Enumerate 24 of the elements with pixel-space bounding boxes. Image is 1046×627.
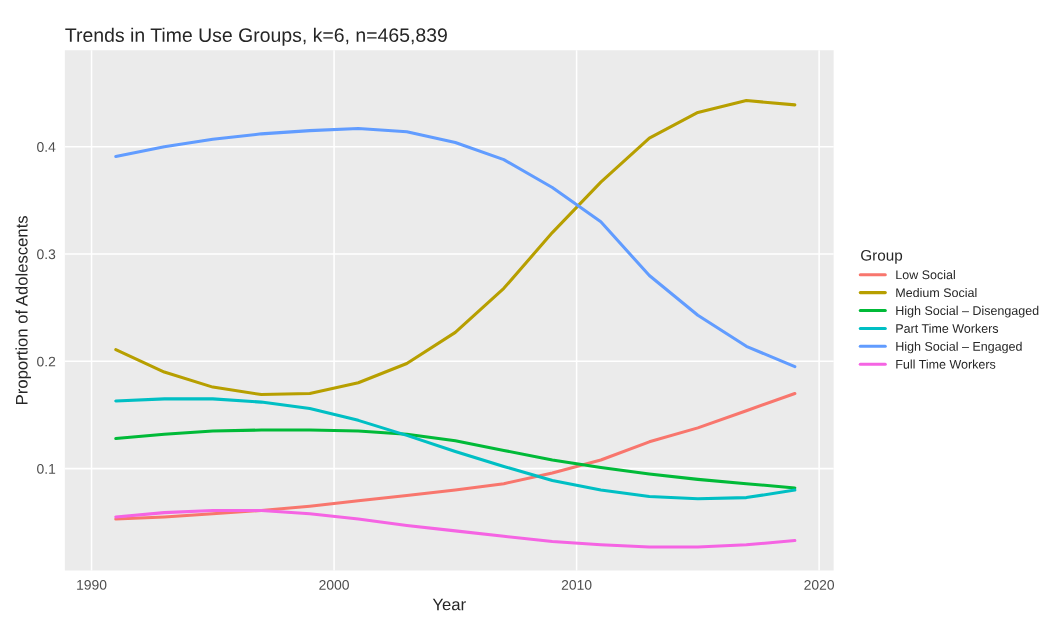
y-tick-label: 0.1 — [37, 463, 56, 474]
legend-label: High Social – Disengaged — [896, 305, 1039, 318]
x-tick-label: 2010 — [561, 579, 592, 590]
line-series — [114, 428, 797, 490]
y-tick-label: 0.2 — [37, 356, 56, 367]
legend-label: Medium Social — [896, 287, 977, 298]
x-tick-label: 2000 — [319, 579, 349, 590]
legend-label: Low Social — [896, 270, 955, 280]
chart-title: Trends in Time Use Groups, k=6, n=465,839 — [65, 27, 447, 46]
x-tick-label: 1990 — [77, 579, 107, 590]
y-axis-title: Proportion of Adolescents — [15, 215, 31, 404]
line-series — [114, 508, 797, 549]
line-series — [114, 397, 797, 501]
legend-label: Full Time Workers — [896, 359, 996, 369]
y-tick-label: 0.4 — [37, 142, 56, 152]
legend-label: Part Time Workers — [896, 323, 999, 333]
y-tick-label: 0.3 — [37, 249, 56, 260]
line-series — [114, 126, 797, 369]
legend-label: High Social – Engaged — [896, 341, 1022, 354]
line-series — [114, 99, 797, 397]
line-series — [114, 391, 797, 521]
legend-title: Group — [861, 249, 903, 264]
x-axis-title: Year — [432, 598, 466, 611]
x-tick-label: 2020 — [804, 579, 835, 590]
